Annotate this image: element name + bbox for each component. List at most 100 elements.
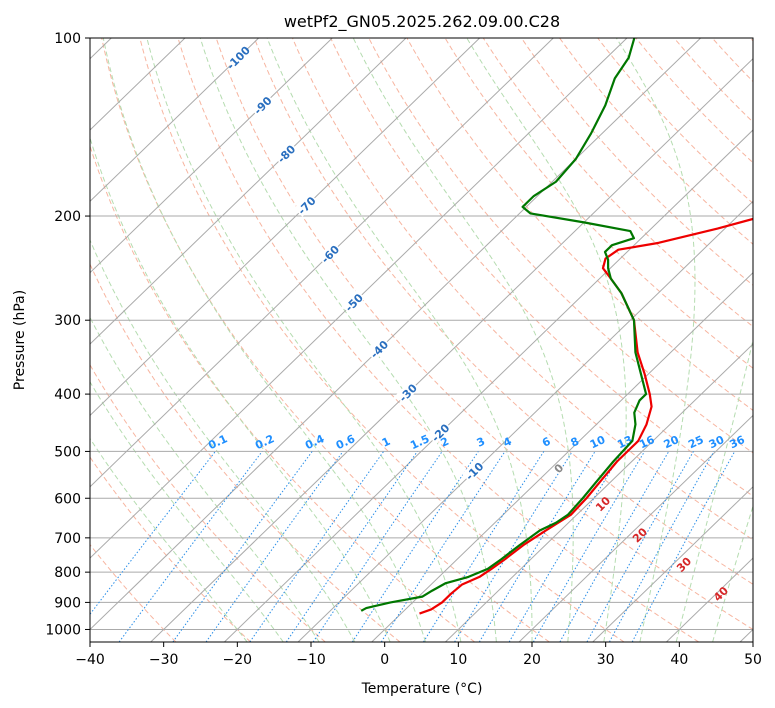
moist-adiabat — [90, 437, 248, 642]
isotherm-label-bg — [225, 45, 250, 70]
y-tick-label: 900 — [54, 595, 81, 611]
moist-adiabat — [712, 504, 753, 642]
moist-adiabat — [615, 38, 696, 642]
mixing-ratio-label: 1.5 — [408, 432, 431, 452]
mixing-ratio-line — [586, 451, 694, 642]
isotherm-label-bg — [395, 380, 420, 405]
mixing-ratio-label: 25 — [686, 433, 705, 451]
isotherm — [90, 38, 480, 417]
dewpoint-line — [360, 38, 648, 612]
dry-adiabat — [90, 144, 475, 642]
isotherm — [90, 38, 701, 631]
x-tick-label: 40 — [670, 652, 688, 668]
isotherm — [666, 557, 753, 642]
plot-frame — [89, 37, 754, 643]
moist-adiabat — [90, 316, 320, 642]
x-tick-label: 50 — [744, 652, 762, 668]
mixing-ratio-line — [608, 451, 715, 642]
mixing-ratio-line — [205, 451, 344, 642]
mixing-ratio-line — [559, 451, 670, 642]
dry-adiabat — [330, 38, 753, 497]
mixing-ratio-line — [312, 451, 443, 642]
y-tick-label: 300 — [54, 313, 81, 329]
moist-adiabat — [266, 38, 533, 642]
moist-adiabat — [352, 38, 574, 642]
isotherm-label-bg — [250, 92, 275, 117]
dry-adiabat — [520, 38, 753, 286]
dry-adiabat — [559, 38, 753, 245]
dry-adiabat — [292, 38, 753, 541]
mixing-ratio-label: 4 — [501, 435, 514, 450]
mixing-ratio-line — [351, 451, 479, 642]
isotherm — [297, 200, 753, 642]
y-tick-label: 1000 — [45, 622, 81, 638]
mixing-ratio-label: 0.1 — [206, 432, 229, 452]
mixing-ratio-label: 16 — [637, 433, 657, 451]
y-tick-label: 400 — [54, 387, 81, 403]
moist-adiabat-label: 10 — [593, 494, 613, 514]
isotherm — [90, 38, 407, 345]
mixing-ratio-label: 36 — [728, 433, 748, 451]
dry-adiabat — [635, 38, 753, 164]
isotherm — [592, 486, 753, 642]
x-tick-label: 0 — [380, 652, 389, 668]
moist-adiabat — [199, 38, 497, 642]
isotherm — [518, 414, 753, 642]
dry-adiabat — [253, 38, 753, 585]
mixing-ratio-label: 8 — [569, 435, 581, 450]
dry-adiabat — [711, 38, 753, 83]
temperature-line — [419, 217, 753, 615]
moist-adiabat — [90, 380, 284, 642]
axis-layer: −40 −30 −20 −10 0 10 20 30 40 5010020030040050060… — [45, 31, 762, 668]
moist-adiabat — [102, 38, 426, 642]
isotherm — [150, 57, 753, 642]
mixing-ratio-line — [631, 451, 736, 642]
moist-adiabat — [146, 38, 462, 642]
x-axis-label: Temperature (°C) — [361, 681, 483, 697]
x-tick-label: 20 — [523, 652, 541, 668]
mixing-ratio-label: 6 — [540, 435, 553, 450]
y-tick-label: 200 — [54, 209, 81, 225]
moist-adiabat-label: 20 — [630, 525, 650, 545]
dry-adiabat — [90, 456, 251, 642]
x-tick-label: −20 — [223, 652, 253, 668]
chart-title: wetPf2_GN05.2025.262.09.00.C28 — [284, 12, 560, 32]
mixing-ratio-line — [172, 451, 313, 642]
y-tick-label: 600 — [54, 491, 81, 507]
mixing-ratio-label: 13 — [615, 433, 634, 451]
mixing-ratio-line — [249, 451, 385, 642]
y-tick-label: 700 — [54, 531, 81, 547]
isotherm-label-bg — [461, 458, 486, 483]
mixing-ratio-label: 0.6 — [334, 432, 357, 452]
x-tick-label: 30 — [597, 652, 615, 668]
y-axis-label: Pressure (hPa) — [12, 290, 28, 390]
moist-adiabat — [675, 337, 753, 642]
mixing-ratio-label: 20 — [662, 433, 682, 451]
dry-adiabat — [90, 543, 177, 642]
dry-adiabat — [368, 38, 753, 454]
isotherm — [90, 38, 628, 559]
y-tick-label: 800 — [54, 565, 81, 581]
mixing-ratio-line — [380, 451, 506, 642]
mixing-ratio-label: 0.2 — [253, 432, 276, 452]
x-tick-label: 10 — [449, 652, 467, 668]
mixing-ratio-label: 3 — [475, 435, 487, 450]
mixing-ratio-label: 1 — [380, 435, 392, 450]
mixing-ratio-line — [454, 451, 573, 642]
dry-adiabat — [673, 38, 753, 123]
isotherm-label-bg — [293, 192, 318, 217]
grid-layer — [90, 38, 753, 642]
mixing-ratio-line — [532, 451, 645, 642]
mixing-ratio-line — [478, 451, 596, 642]
dry-adiabat — [90, 363, 326, 642]
isotherm — [90, 38, 259, 203]
isotherm — [739, 628, 753, 642]
y-tick-label: 500 — [54, 444, 81, 460]
mixing-ratio-line — [118, 451, 263, 642]
mixing-ratio-line — [285, 451, 418, 642]
dry-adiabat — [406, 38, 753, 411]
mixing-ratio-line — [90, 451, 216, 616]
isotherm — [224, 129, 753, 642]
dry-adiabat — [482, 38, 753, 328]
